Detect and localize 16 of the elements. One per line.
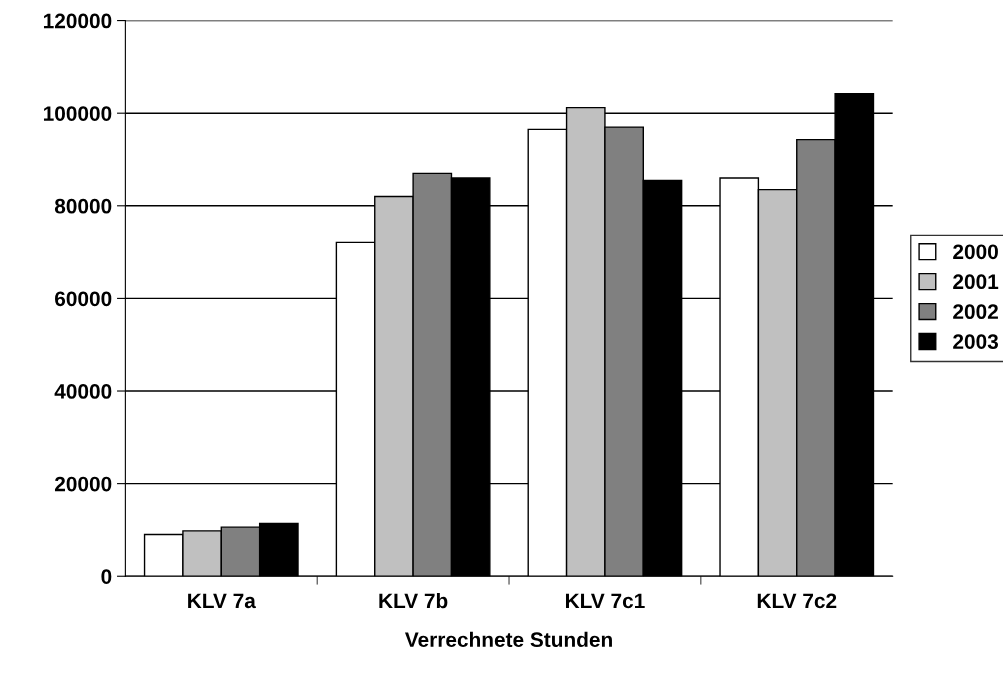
legend-label: 2000 — [953, 244, 998, 260]
y-tick-label: 100000 — [43, 106, 112, 121]
legend-label: 2001 — [953, 274, 999, 290]
x-tick-label: KLV 7a — [188, 593, 256, 609]
x-tick-label: KLV 7c2 — [757, 593, 837, 609]
y-tick-label: 40000 — [54, 384, 112, 399]
y-tick-label: 60000 — [55, 291, 112, 307]
y-tick-label: 80000 — [54, 198, 112, 214]
x-axis-title: Verrechnete Stunden — [404, 631, 612, 648]
y-tick-label: 120000 — [43, 13, 112, 29]
legend-label: 2002 — [953, 304, 998, 320]
y-tick-label: 20000 — [54, 476, 112, 492]
legend-label: 2003 — [953, 334, 999, 350]
y-tick-label: 0 — [101, 569, 112, 584]
x-tick-label: KLV 7b — [379, 592, 448, 609]
x-tick-label: KLV 7c1 — [565, 593, 645, 609]
